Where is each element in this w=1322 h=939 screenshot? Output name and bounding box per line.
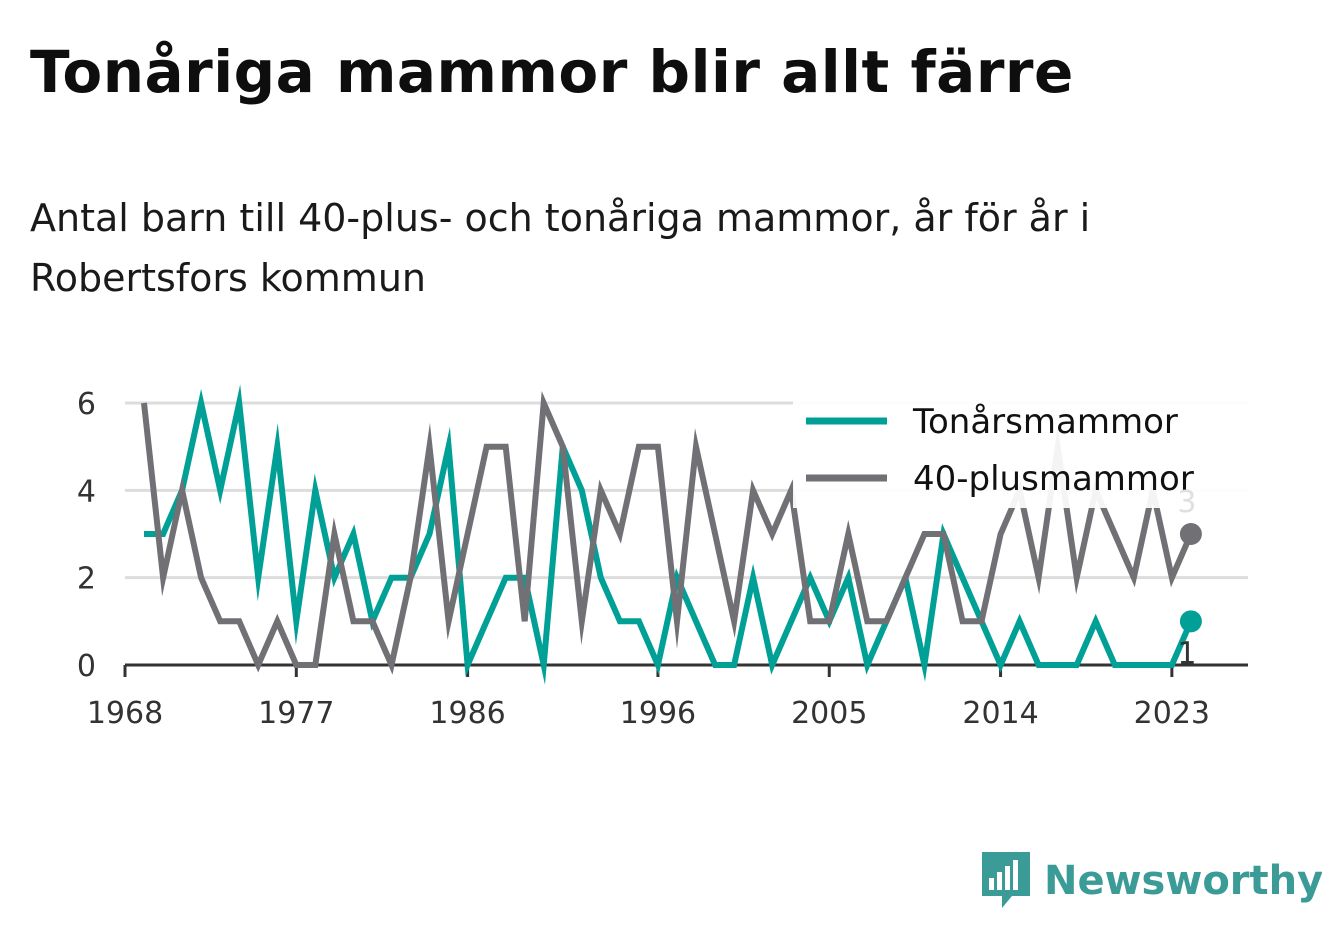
- y-tick-label: 0: [77, 649, 96, 684]
- x-tick-label: 1996: [620, 696, 696, 731]
- end-labels: 31: [1177, 485, 1202, 671]
- newsworthy-logo-icon: [982, 852, 1030, 908]
- legend: Tonårsmammor 40-plusmammor: [793, 398, 1248, 508]
- end-label: 1: [1177, 636, 1196, 671]
- y-axis: 0 2 4 6: [77, 387, 96, 684]
- x-axis: 1968 1977 1986 1996 2005 2014 2023: [87, 663, 1248, 731]
- series-line-1: [144, 384, 1194, 685]
- legend-background: [793, 398, 1248, 508]
- chart-title: Tonåriga mammor blir allt färre: [30, 38, 1074, 106]
- end-label: 3: [1177, 485, 1196, 520]
- x-tick-label: 2005: [791, 696, 867, 731]
- legend-label: 40-plusmammor: [913, 459, 1194, 499]
- x-tick-label: 2014: [962, 696, 1038, 731]
- brand-name: Newsworthy: [1044, 858, 1322, 904]
- y-tick-label: 2: [77, 562, 96, 597]
- x-tick-label: 2023: [1134, 696, 1210, 731]
- series-end-point: [1179, 523, 1202, 545]
- y-tick-label: 6: [77, 387, 96, 422]
- newsworthy-brand[interactable]: Newsworthy: [980, 850, 1322, 912]
- series-end-point: [1179, 610, 1202, 633]
- y-tick-label: 4: [77, 474, 96, 509]
- chart-subtitle: Antal barn till 40-plus- och tonåriga ma…: [30, 196, 1091, 300]
- x-tick-label: 1977: [258, 696, 334, 731]
- x-tick-label: 1986: [429, 696, 505, 731]
- legend-label: Tonårsmammor: [912, 402, 1178, 442]
- x-tick-label: 1968: [87, 696, 163, 731]
